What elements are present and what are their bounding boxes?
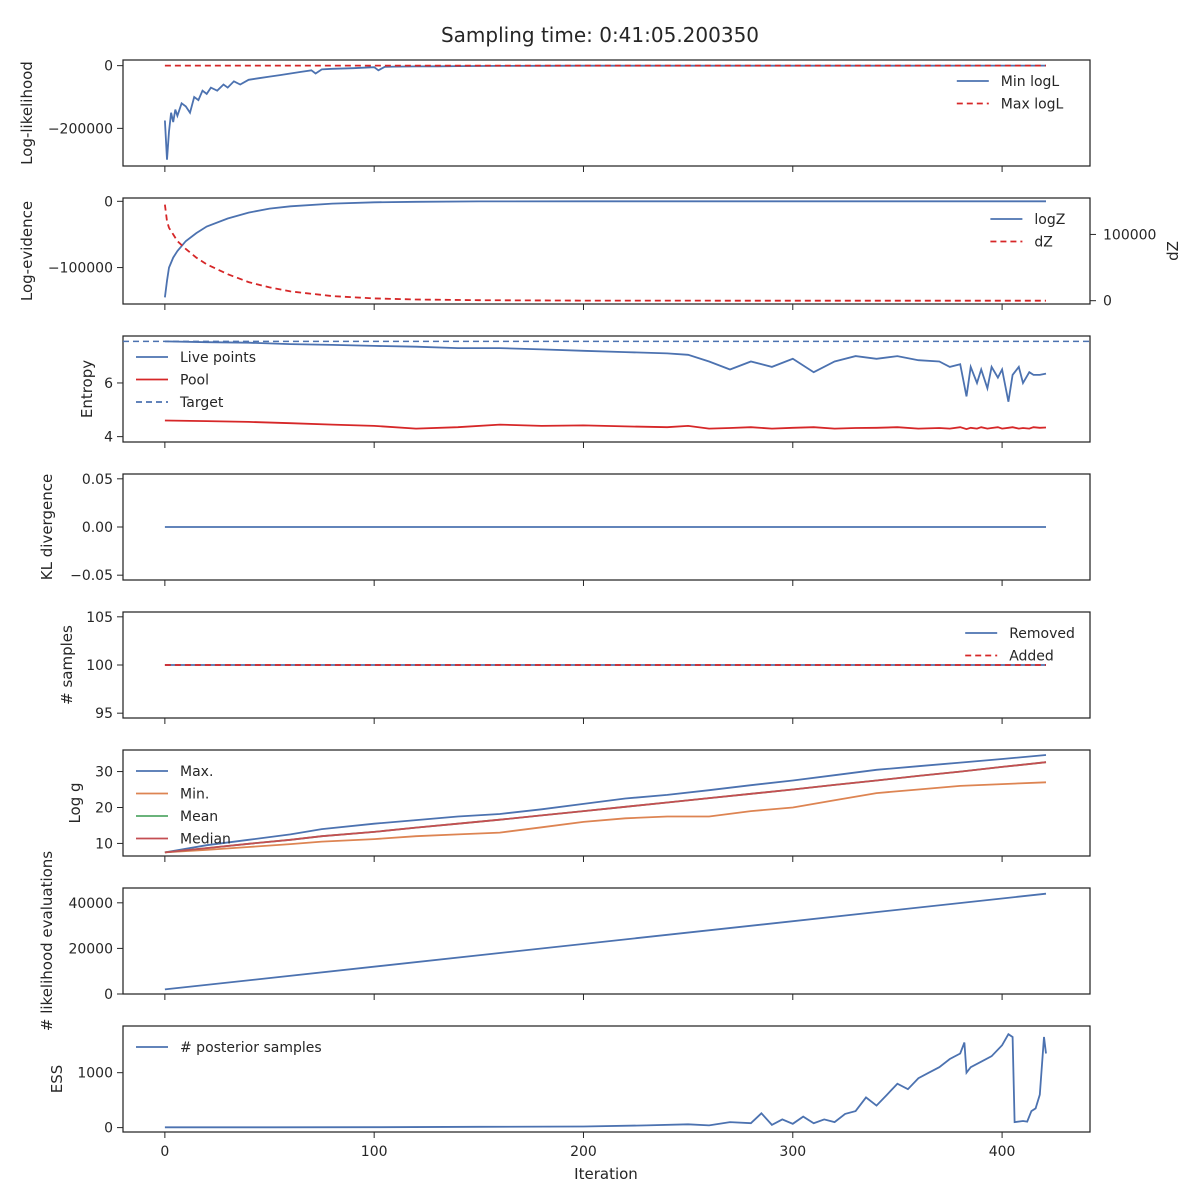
panel-log-likelihood: 0 −200000 Log-likelihood Min logL Max logL <box>18 59 1091 172</box>
panel-log-g: 30 20 10 Log g Max. Min. Mean Median <box>66 749 1091 862</box>
y-axis-label: Entropy <box>78 360 96 418</box>
panel-ess: 0 100 200 300 400 1000 0 ESS # posterior samples <box>48 1025 1091 1160</box>
y-axis-label: # likelihood evaluations <box>38 851 56 1031</box>
legend-label: logZ <box>1034 212 1065 228</box>
legend: Min logL Max logL <box>956 74 1064 113</box>
series-line-min-logl <box>164 64 1046 160</box>
x-tick-label: 0 <box>160 1144 169 1160</box>
x-tick-label: 400 <box>989 1144 1016 1160</box>
y-tick-label: 0.00 <box>82 520 113 536</box>
y-axis-label: Log-likelihood <box>18 61 36 165</box>
axes-frame <box>122 887 1091 995</box>
axes-frame <box>122 197 1091 305</box>
x-tick-label: 300 <box>779 1144 806 1160</box>
y-tick-label: 6 <box>104 376 113 392</box>
legend-label: Live points <box>180 350 256 366</box>
series-line-median <box>164 761 1047 854</box>
legend: logZ dZ <box>990 212 1065 251</box>
legend: Live points Pool Target <box>136 350 256 411</box>
y-axis-label: ESS <box>48 1065 66 1094</box>
y-axis-label: Log-evidence <box>18 201 36 301</box>
panel-log-evidence: 0 −100000 Log-evidence 0 100000 dZ logZ dZ <box>18 194 1182 310</box>
y-axis-label: # samples <box>58 625 76 705</box>
legend-label: Mean <box>180 809 218 825</box>
axes-frame <box>122 749 1091 857</box>
legend-label: Added <box>1009 649 1054 665</box>
legend-label: Target <box>179 395 224 411</box>
legend-label: Pool <box>180 373 209 389</box>
y-tick-label: −0.05 <box>70 568 113 584</box>
y-right-tick-label: 0 <box>1103 294 1112 310</box>
x-tick-label: 200 <box>570 1144 597 1160</box>
panel-entropy: 4 6 Entropy Live points Pool Target <box>78 335 1091 448</box>
y-tick-label: 1000 <box>77 1066 113 1082</box>
y-tick-label: −100000 <box>48 261 113 277</box>
legend-label: Min. <box>180 787 209 803</box>
y-tick-label: 95 <box>95 706 113 722</box>
legend: # posterior samples <box>136 1040 322 1056</box>
legend: Max. Min. Mean Median <box>136 764 231 848</box>
axes-frame <box>122 59 1091 167</box>
series-line-max <box>164 754 1047 854</box>
series-line-posterior-samples <box>164 1032 1047 1129</box>
y-right-axis-label: dZ <box>1164 241 1182 261</box>
series-line-logz <box>164 200 1046 298</box>
y-tick-label: 30 <box>95 765 113 781</box>
y-tick-label: 40000 <box>68 896 113 912</box>
series-line-value <box>164 892 1047 991</box>
y-tick-label: 4 <box>104 430 113 446</box>
panel-kl-divergence: 0.05 0.00 −0.05 KL divergence <box>38 472 1091 586</box>
panel-samples: 105 100 95 # samples Removed Added <box>58 610 1091 724</box>
y-tick-label: 0 <box>104 987 113 1003</box>
y-tick-label: 100 <box>86 658 113 674</box>
legend-label: Max. <box>180 764 213 780</box>
y-axis-label: Log g <box>66 782 84 823</box>
legend-label: Removed <box>1009 626 1075 642</box>
y-tick-label: 105 <box>86 610 113 626</box>
legend-label: # posterior samples <box>180 1040 322 1056</box>
y-tick-label: 0.05 <box>82 472 113 488</box>
series-line-min <box>164 781 1047 854</box>
y-tick-label: 10 <box>95 836 113 852</box>
legend-label: Max logL <box>1001 97 1064 113</box>
legend-label: Min logL <box>1001 74 1060 90</box>
panels: 0 −200000 Log-likelihood Min logL Max logL 0 −… <box>18 59 1182 1160</box>
y-tick-label: 0 <box>104 1121 113 1137</box>
series-line-dz <box>164 204 1046 302</box>
x-tick-label: 100 <box>361 1144 388 1160</box>
y-right-tick-label: 100000 <box>1103 227 1156 243</box>
axes-frame <box>122 1025 1091 1133</box>
figure-title: Sampling time: 0:41:05.200350 <box>441 23 759 47</box>
y-tick-label: 20000 <box>68 941 113 957</box>
legend-label: dZ <box>1034 235 1052 251</box>
x-axis-label: Iteration <box>574 1165 638 1183</box>
panel-likelihood-evaluations: 40000 20000 0 # likelihood evaluations <box>38 851 1091 1031</box>
legend: Removed Added <box>965 626 1075 665</box>
y-axis-label: KL divergence <box>38 474 56 580</box>
y-tick-label: 0 <box>104 59 113 75</box>
series-line-pool <box>164 419 1047 431</box>
y-tick-label: 0 <box>104 194 113 210</box>
axes-frame <box>122 335 1091 443</box>
legend-label: Median <box>180 832 231 848</box>
series-line-live-points <box>164 340 1047 402</box>
y-tick-label: −200000 <box>48 121 113 137</box>
y-tick-label: 20 <box>95 800 113 816</box>
